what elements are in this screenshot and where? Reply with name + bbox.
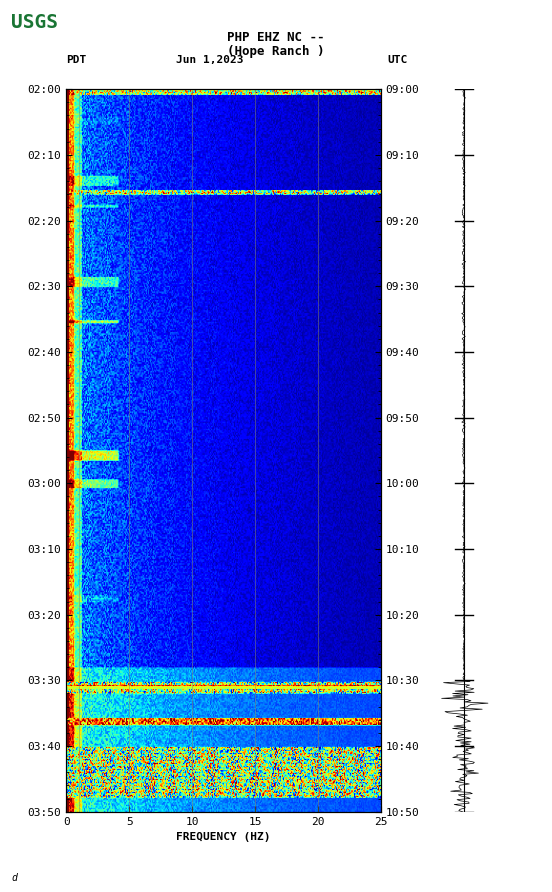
X-axis label: FREQUENCY (HZ): FREQUENCY (HZ): [176, 832, 271, 842]
Text: Jun 1,2023: Jun 1,2023: [176, 55, 243, 65]
Text: PDT: PDT: [66, 55, 87, 65]
Text: UTC: UTC: [388, 55, 407, 65]
Text: d: d: [11, 873, 17, 883]
Text: USGS: USGS: [11, 13, 58, 32]
Text: (Hope Ranch ): (Hope Ranch ): [227, 45, 325, 58]
Text: PHP EHZ NC --: PHP EHZ NC --: [227, 31, 325, 45]
